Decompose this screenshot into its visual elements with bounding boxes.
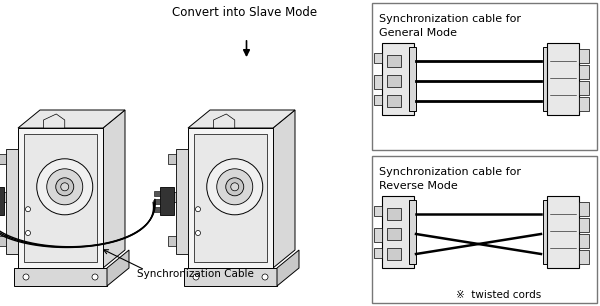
Bar [184,268,277,286]
Text: General Mode: General Mode [379,28,457,38]
Bar [6,149,18,254]
Bar [176,149,188,254]
Text: ※  twisted cords: ※ twisted cords [457,290,542,300]
Circle shape [262,274,268,280]
Circle shape [56,178,74,196]
Polygon shape [107,250,129,286]
Circle shape [61,183,69,191]
Bar [579,234,589,248]
Text: Reverse Mode: Reverse Mode [379,181,458,191]
Bar [387,248,401,260]
Circle shape [196,230,200,236]
Bar [579,49,589,63]
Bar [0,192,6,201]
Bar [382,196,414,268]
Bar [194,134,267,262]
Bar [382,43,414,115]
Bar [188,128,273,268]
Bar [0,154,6,164]
Polygon shape [44,114,65,128]
Circle shape [23,274,29,280]
Bar [387,95,401,107]
Text: Convert into Slave Mode: Convert into Slave Mode [172,6,317,18]
Text: Synchronization Cable: Synchronization Cable [137,269,253,279]
Bar [387,55,401,67]
Bar [168,154,176,164]
Text: Synchronization cable for: Synchronization cable for [379,14,521,24]
Circle shape [92,274,98,280]
Circle shape [25,230,31,236]
Bar [579,81,589,95]
Bar [579,65,589,79]
Bar [372,156,597,303]
Polygon shape [273,110,295,268]
Polygon shape [18,110,125,128]
Bar [579,97,589,111]
Circle shape [47,169,83,205]
Circle shape [231,183,239,191]
Bar [374,53,382,63]
Text: Synchronization cable for: Synchronization cable for [379,167,521,177]
Circle shape [207,159,263,215]
Circle shape [196,207,200,212]
Bar [372,3,597,150]
Bar [409,200,416,264]
Bar [374,206,382,216]
Bar [547,196,579,268]
Bar [154,199,160,204]
Bar [387,75,401,87]
Bar [579,202,589,216]
Polygon shape [214,114,235,128]
Bar [387,228,401,240]
Bar [168,192,176,201]
Bar [374,228,382,242]
Circle shape [193,274,199,280]
Bar [154,207,160,212]
Circle shape [217,169,253,205]
Bar [0,187,4,215]
Bar [543,47,549,111]
Polygon shape [103,110,125,268]
Bar [579,218,589,232]
Polygon shape [277,250,299,286]
Bar [14,268,107,286]
Circle shape [25,207,31,212]
Bar [579,250,589,264]
Bar [374,95,382,105]
Bar [160,187,174,215]
Circle shape [226,178,244,196]
Bar [18,128,103,268]
Circle shape [37,159,93,215]
Polygon shape [188,110,295,128]
Bar [543,200,549,264]
Bar [0,236,6,246]
Bar [168,236,176,246]
Bar [409,47,416,111]
Bar [374,248,382,258]
Bar [154,191,160,196]
Bar [387,208,401,220]
Bar [547,43,579,115]
Bar [24,134,97,262]
Bar [374,75,382,89]
